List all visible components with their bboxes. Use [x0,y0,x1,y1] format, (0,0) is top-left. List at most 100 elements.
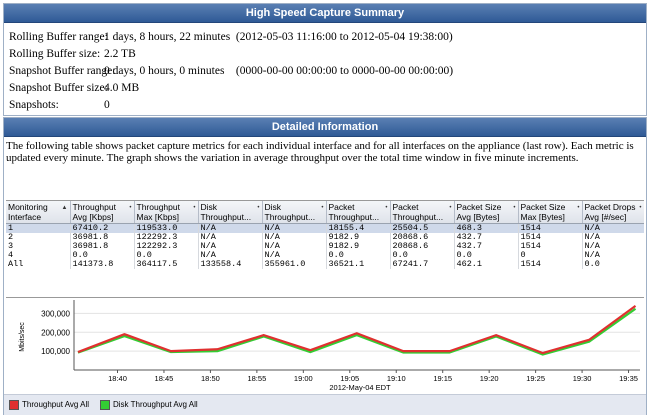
snapshot-buffer-size-label: Snapshot Buffer size: [9,82,108,94]
x-tick-label: 19:05 [340,374,359,383]
column-header-2[interactable]: Throughput Max [Kbps] • [134,201,199,224]
table-cell: 432.7 [454,233,519,242]
legend-label-disk-throughput: Disk Throughput Avg All [113,400,198,410]
column-header-line1: Throughput [136,202,180,212]
table-row[interactable]: 1 67410.2 119533.0 N/A N/A 18155.4 25504.5 468.… [6,223,644,233]
column-header-8[interactable]: Packet Size Max [Bytes] • [518,201,583,224]
column-header-line1: Packet Drops [584,202,636,212]
table-cell: 0.0 [326,251,391,260]
table-cell: N/A [198,223,263,233]
rolling-buffer-range-label: Rolling Buffer range: [9,31,108,43]
column-header-line1: Packet [328,202,355,212]
table-row[interactable]: 4 0.0 0.0 N/A N/A 0.0 0.0 0.0 0 N/A [6,251,644,260]
column-header-line1: Throughput [72,202,116,212]
table-row[interactable]: 2 36981.8 122292.3 N/A N/A 9182.9 20868.6 432.7… [6,233,644,242]
sort-handle-icon[interactable]: • [257,205,260,211]
series-line-throughput [77,304,637,355]
table-cell: 3 [6,242,71,251]
table-row[interactable]: 3 36981.8 122292.3 N/A N/A 9182.9 20868.6 432.7… [6,242,644,251]
table-cell: 25504.5 [390,223,455,233]
column-header-line2: Avg [#/sec] [584,212,627,222]
sort-ascending-icon[interactable]: ▲ [61,205,68,211]
x-tick-label: 19:25 [526,374,545,383]
table-cell: 122292.3 [134,233,199,242]
column-header-4[interactable]: Disk Throughput... • [262,201,327,224]
sort-handle-icon[interactable]: • [577,205,580,211]
throughput-chart: 100,000 200,000 300,000 Mbits/sec 18:40 18:45… [19,300,640,392]
table-header-row: Monitoring Interface ▲ Throughput Avg [Kbps]… [6,201,644,224]
sort-handle-icon[interactable]: • [129,205,132,211]
table-cell: 122292.3 [134,242,199,251]
table-cell: 462.1 [454,260,519,269]
y-tick-label: 300,000 [41,309,70,318]
column-header-3[interactable]: Disk Throughput... • [198,201,263,224]
table-cell: 133558.4 [198,260,263,269]
metrics-table: Monitoring Interface ▲ Throughput Avg [Kbps]… [6,201,644,269]
table-cell: 2 [6,233,71,242]
table-cell: 0 [518,251,583,260]
y-tick-label: 200,000 [41,328,70,337]
table-cell: N/A [262,242,327,251]
legend-item-throughput[interactable]: Throughput Avg All [9,400,89,410]
metrics-table-container: Monitoring Interface ▲ Throughput Avg [Kbps]… [6,200,644,298]
rolling-buffer-range-value: 1 days, 8 hours, 22 minutes (2012-05-03 … [104,31,453,43]
column-header-9[interactable]: Packet Drops Avg [#/sec] • [582,201,644,224]
column-header-6[interactable]: Packet Throughput... • [390,201,455,224]
table-cell: 1514 [518,260,583,269]
table-cell: 4 [6,251,71,260]
table-cell: 9182.9 [326,242,391,251]
table-cell: 67241.7 [390,260,455,269]
table-body: 1 67410.2 119533.0 N/A N/A 18155.4 25504.5 468.… [6,223,644,269]
table-cell: 1514 [518,223,583,233]
sort-handle-icon[interactable]: • [639,205,642,211]
summary-title: High Speed Capture Summary [4,4,646,23]
column-header-line2: Max [Kbps] [136,212,180,222]
snapshot-buffer-range-value: 0 days, 0 hours, 0 minutes (0000-00-00 0… [104,65,454,77]
column-header-line1: Packet Size [456,202,502,212]
column-header-1[interactable]: Throughput Avg [Kbps] • [70,201,135,224]
x-tick-label: 19:15 [433,374,452,383]
rolling-buffer-size-label: Rolling Buffer size: [9,48,101,60]
legend-item-disk-throughput[interactable]: Disk Throughput Avg All [100,400,198,410]
column-header-7[interactable]: Packet Size Avg [Bytes] • [454,201,519,224]
legend-swatch-throughput [9,400,19,410]
sort-handle-icon[interactable]: • [449,205,452,211]
x-tick-label: 18:50 [201,374,220,383]
table-cell: 1514 [518,233,583,242]
table-cell: 468.3 [454,223,519,233]
chart-legend: Throughput Avg All Disk Throughput Avg A… [4,394,646,415]
column-header-line2: Throughput... [328,212,380,222]
sort-handle-icon[interactable]: • [193,205,196,211]
column-header-0[interactable]: Monitoring Interface ▲ [6,201,71,224]
snapshots-label: Snapshots: [9,99,59,111]
sort-handle-icon[interactable]: • [385,205,388,211]
column-header-line2: Throughput... [264,212,316,222]
table-cell: 67410.2 [70,223,135,233]
sort-handle-icon[interactable]: • [321,205,324,211]
x-tick-label: 19:30 [573,374,592,383]
y-axis-label: Mbits/sec [19,322,26,352]
x-tick-label: 19:20 [480,374,499,383]
detail-title: Detailed Information [4,118,646,137]
table-cell: 1 [6,223,71,233]
table-cell: 9182.9 [326,233,391,242]
table-cell: N/A [198,242,263,251]
snapshot-buffer-size-value: 4.0 MB [104,82,140,94]
column-header-line2: Max [Bytes] [520,212,565,222]
table-cell: 0.0 [582,260,644,269]
column-header-line1: Packet Size [520,202,566,212]
x-tick-label: 19:35 [619,374,638,383]
column-header-line2: Throughput... [200,212,252,222]
column-header-line2: Throughput... [392,212,444,222]
table-cell: N/A [582,223,644,233]
table-cell: 364117.5 [134,260,199,269]
x-tick-label: 19:00 [294,374,313,383]
table-cell: N/A [262,233,327,242]
column-header-5[interactable]: Packet Throughput... • [326,201,391,224]
x-tick-label: 18:40 [108,374,127,383]
table-cell: N/A [582,242,644,251]
snapshots-value: 0 [104,99,110,111]
table-row[interactable]: All 141373.8 364117.5 133558.4 355961.0 36521… [6,260,644,269]
table-cell: 36981.8 [70,242,135,251]
sort-handle-icon[interactable]: • [513,205,516,211]
